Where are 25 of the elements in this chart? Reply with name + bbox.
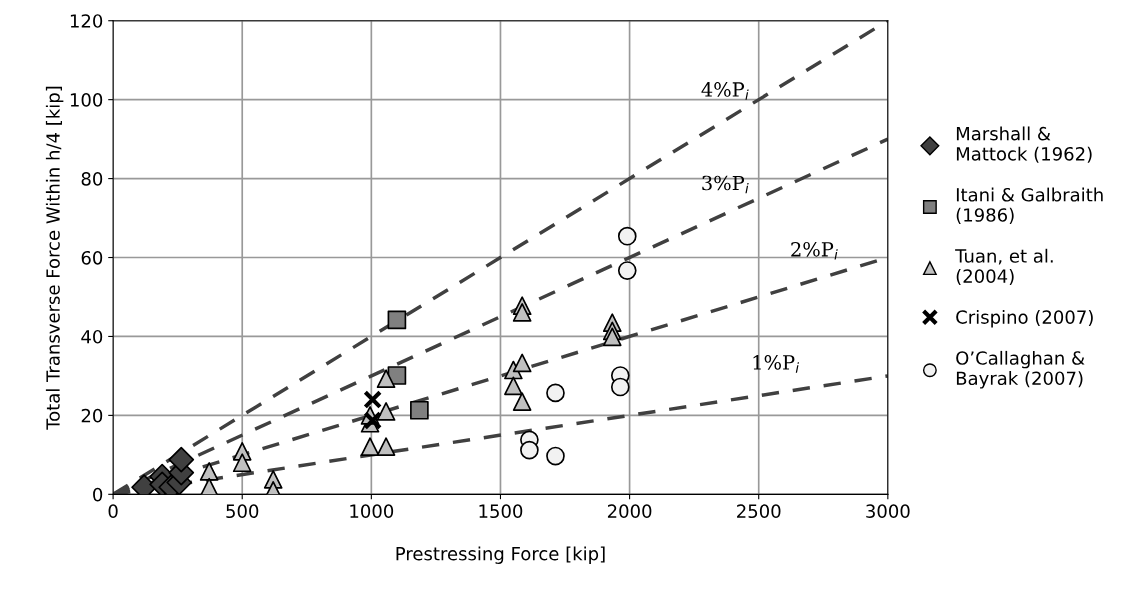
legend-label: Itani & Galbraith (1986): [956, 187, 1103, 224]
x-tick-label: 0: [108, 504, 118, 519]
x-tick-label: 1500: [479, 504, 523, 519]
series-label: 4%P$_{i}$: [701, 82, 749, 100]
x-tick-label: 1000: [350, 504, 394, 519]
x-tick-label: 500: [226, 504, 259, 519]
x-tick-label: 3000: [866, 504, 910, 519]
y-axis-title: Total Transverse Force Within h/4 [kip]: [45, 86, 64, 430]
series-label: 1%P$_{i}$: [753, 355, 800, 373]
legend-label: Marshall & Mattock (1962): [956, 126, 1092, 163]
y-tick-label: 120: [70, 14, 103, 28]
series-label: 2%P$_{i}$: [791, 241, 838, 260]
y-tick-label: 20: [81, 408, 103, 423]
x-tick-label: 2500: [737, 504, 781, 519]
y-tick-label: 100: [70, 93, 103, 107]
x-tick-label: 2000: [607, 504, 652, 519]
legend-label: O’Callaghan & Bayrak (2007): [956, 350, 1085, 389]
x-axis-title: Prestressing Force [kip]: [396, 546, 605, 564]
y-tick-label: 60: [81, 250, 103, 265]
y-tick-label: 0: [93, 487, 103, 502]
series-label: 3%P$_{i}$: [702, 175, 749, 194]
y-tick-label: 80: [81, 172, 103, 186]
legend-label: Tuan, et al. (2004): [955, 248, 1053, 286]
legend-label: Crispino (2007): [956, 309, 1093, 328]
y-tick-label: 40: [81, 329, 103, 344]
